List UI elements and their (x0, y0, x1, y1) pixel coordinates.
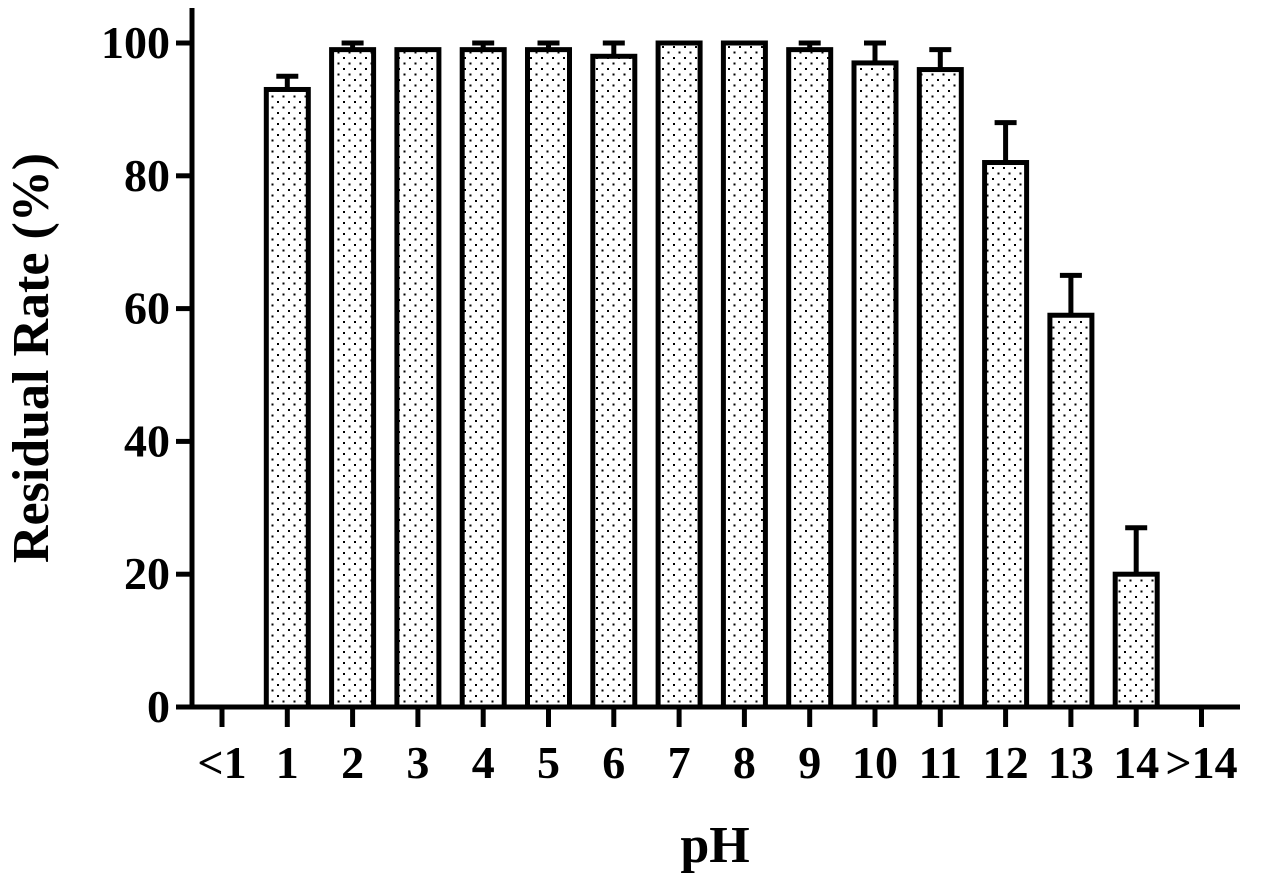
bar-11 (916, 67, 964, 710)
y-tick-label-20: 20 (124, 548, 170, 599)
x-tick-label-4: 4 (472, 737, 495, 788)
x-tick-label-3: 3 (406, 737, 429, 788)
x-tick-label-11: 11 (919, 737, 962, 788)
bar-4 (459, 47, 507, 710)
labels-layer: pH Residual Rate (%) (3, 153, 750, 874)
y-axis-title: Residual Rate (%) (3, 153, 60, 563)
bar-14 (1112, 571, 1160, 710)
x-tick-label-10: 10 (852, 737, 898, 788)
bar-3 (394, 47, 442, 710)
x-tick-label-13: 13 (1048, 737, 1094, 788)
error-bars-layer (276, 40, 1148, 575)
bar-6 (590, 53, 638, 710)
y-tick-label-40: 40 (124, 415, 170, 466)
x-axis-title: pH (680, 817, 749, 874)
y-tick-label-60: 60 (124, 283, 170, 334)
x-tick-label->14: >14 (1165, 737, 1237, 788)
bar-13 (1047, 312, 1095, 710)
bar-7 (655, 40, 703, 710)
x-tick-label-9: 9 (798, 737, 821, 788)
y-tick-label-80: 80 (124, 150, 170, 201)
x-tick-label-6: 6 (602, 737, 625, 788)
x-tick-label-<1: <1 (197, 737, 246, 788)
bars-layer (263, 40, 1160, 710)
y-tick-label-0: 0 (147, 681, 170, 732)
x-tick-label-14: 14 (1113, 737, 1159, 788)
x-tick-label-12: 12 (983, 737, 1029, 788)
bar-5 (525, 47, 572, 710)
x-tick-label-8: 8 (733, 737, 756, 788)
bar-1 (263, 86, 311, 710)
bar-9 (786, 47, 834, 710)
x-tick-label-2: 2 (341, 737, 364, 788)
x-tick-label-1: 1 (276, 737, 299, 788)
bar-12 (982, 160, 1030, 710)
bar-2 (329, 47, 377, 710)
bar-10 (851, 60, 899, 710)
bar-8 (720, 40, 768, 710)
x-tick-label-7: 7 (668, 737, 691, 788)
x-tick-label-5: 5 (537, 737, 560, 788)
y-tick-label-100: 100 (101, 17, 170, 68)
